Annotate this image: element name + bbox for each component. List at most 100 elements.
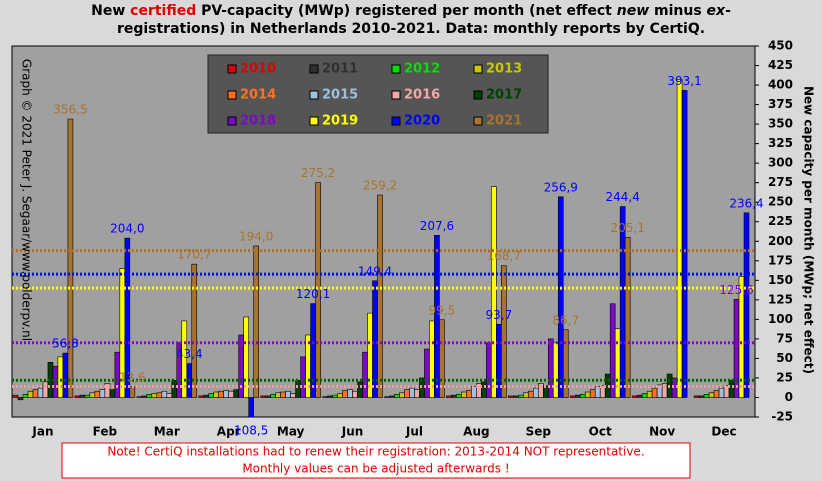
bar [57, 356, 64, 398]
y-tick-label: 350 [768, 117, 793, 131]
data-label: 393,1 [667, 74, 701, 88]
note-box [61, 442, 691, 479]
bar [728, 379, 735, 398]
bar [579, 394, 586, 398]
legend-label: 2016 [404, 88, 440, 103]
bar [300, 356, 306, 398]
data-label: 149,4 [358, 264, 392, 278]
legend-swatch [473, 90, 483, 100]
bar [552, 342, 559, 398]
title-part: - [725, 3, 731, 19]
bar [203, 394, 210, 398]
bar [223, 390, 230, 398]
data-label: 56,8 [52, 337, 79, 351]
bar [84, 394, 91, 398]
bar [171, 379, 178, 398]
bar [248, 397, 254, 417]
bar [310, 303, 316, 398]
bar [156, 392, 163, 398]
legend-label: 2010 [240, 62, 276, 77]
y-tick-label: 100 [768, 312, 793, 326]
bar [518, 394, 524, 398]
title-part: PV-capacity (MWp) registered per month (… [196, 3, 617, 19]
bar [733, 299, 740, 398]
y-tick-label: 425 [768, 58, 793, 72]
bar [446, 395, 452, 398]
bar [693, 395, 700, 398]
bar [424, 348, 430, 398]
bar [703, 394, 710, 398]
bar [584, 391, 591, 398]
bar [270, 394, 276, 398]
x-tick-label: Jan [31, 425, 53, 439]
bar [636, 394, 643, 398]
bar [67, 118, 74, 398]
bar [698, 395, 705, 398]
data-label: 207,6 [420, 219, 454, 233]
title-part: certified [130, 3, 196, 19]
y-tick-label: 75 [776, 331, 793, 345]
legend-swatch [227, 116, 237, 126]
title-part: new [617, 3, 649, 19]
y-tick-label: 175 [768, 253, 793, 267]
bar [651, 387, 658, 398]
bar [491, 186, 497, 398]
bar [42, 381, 49, 398]
data-label: 13,6 [119, 370, 146, 384]
legend-swatch [227, 90, 237, 100]
bar [501, 265, 507, 398]
bar [513, 395, 519, 398]
bar [347, 389, 353, 398]
bar [589, 389, 596, 398]
bar [52, 365, 59, 398]
bar [322, 396, 328, 398]
y-tick-label: 300 [768, 156, 793, 170]
note: Monthly values can be adjusted afterward… [242, 462, 509, 476]
bar [109, 389, 116, 398]
bar [681, 90, 688, 398]
bar [27, 390, 34, 398]
x-tick-label: Oct [589, 425, 612, 439]
data-label: 43,4 [176, 347, 203, 361]
bar [743, 212, 750, 398]
bar [295, 379, 301, 398]
bar [532, 387, 539, 398]
title-part: New [91, 3, 130, 19]
x-tick-label: Apr [217, 425, 241, 439]
bar [337, 393, 343, 398]
bar [161, 390, 168, 398]
legend-swatch [473, 116, 483, 126]
bar [253, 245, 259, 398]
bar [146, 394, 153, 398]
bar [342, 390, 348, 398]
bar [99, 389, 106, 398]
data-label: 236,4 [729, 196, 763, 210]
x-tick-label: Jun [341, 425, 364, 439]
bar [62, 352, 69, 398]
data-label: 168,7 [487, 249, 521, 263]
bar [409, 387, 415, 398]
bar [260, 395, 266, 398]
data-label: 194,0 [239, 229, 273, 243]
bar [315, 182, 321, 398]
legend-label: 2018 [240, 114, 276, 129]
bar [399, 392, 405, 398]
bar [22, 394, 29, 398]
x-tick-label: Feb [93, 425, 118, 439]
x-tick-label: Mar [154, 425, 180, 439]
bar [676, 79, 683, 398]
data-label: 170,7 [177, 248, 211, 262]
bar [79, 394, 86, 398]
bar [74, 395, 81, 398]
bar [646, 390, 653, 398]
chart-title: New certified PV-capacity (MWp) register… [91, 3, 731, 19]
bar [17, 397, 24, 401]
data-label: 244,4 [605, 190, 639, 204]
title-part: ex [707, 3, 726, 19]
y-tick-label: 325 [768, 136, 793, 150]
bar [191, 263, 198, 398]
data-label: 256,9 [544, 180, 578, 194]
bar [594, 386, 601, 398]
bar [32, 389, 39, 398]
